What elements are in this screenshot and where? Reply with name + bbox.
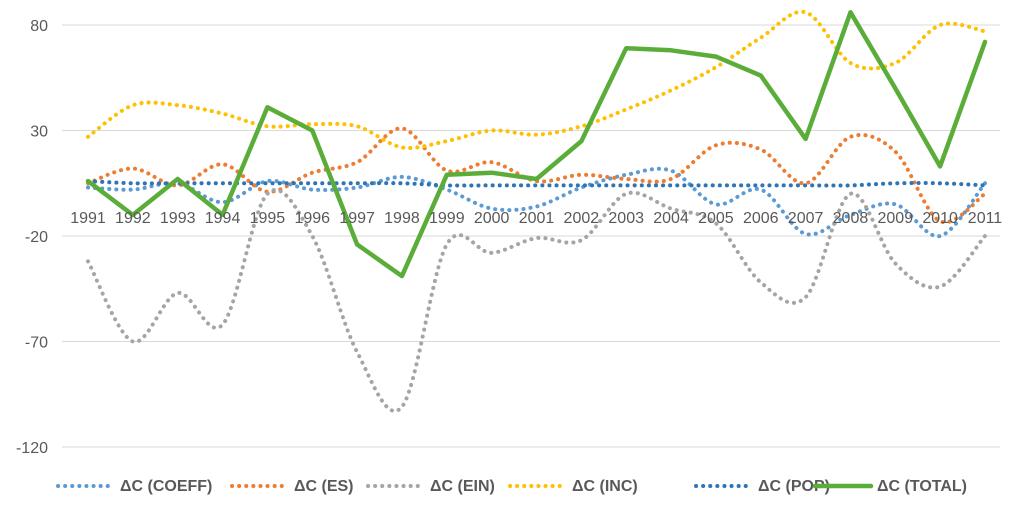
x-tick-label: 1991 [70, 210, 106, 227]
y-tick-label: -20 [25, 229, 48, 246]
x-tick-label: 2010 [922, 210, 958, 227]
gridlines [62, 24, 1000, 448]
x-tick-label: 1992 [115, 210, 151, 227]
legend: ΔC (COEFF) ΔC (ES) ΔC (EIN) ΔC (INC) ΔC (POP… [56, 478, 967, 495]
x-tick-label: 2007 [788, 210, 824, 227]
series-lines [85, 9, 988, 413]
x-tick-label: 1996 [294, 210, 330, 227]
legend-label: ΔC (INC) [572, 478, 638, 495]
legend-label: ΔC (TOTAL) [877, 478, 967, 495]
x-tick-label: 2006 [743, 210, 779, 227]
series-line-2 [86, 187, 987, 413]
legend-label: ΔC (ES) [294, 478, 354, 495]
x-tick-label: 2008 [833, 210, 869, 227]
series-line-3 [86, 9, 987, 150]
x-axis-ticks: 1991 1992 1993 1994 1995 1996 1997 1998 1999 2000… [70, 210, 1002, 227]
y-tick-label: 80 [30, 18, 48, 35]
series-line-0 [86, 166, 987, 239]
x-tick-label: 1997 [339, 210, 375, 227]
x-tick-label: 1999 [429, 210, 465, 227]
x-tick-label: 2009 [878, 210, 914, 227]
x-tick-label: 1995 [250, 210, 286, 227]
x-tick-label: 1994 [205, 210, 241, 227]
x-tick-label: 2003 [608, 210, 644, 227]
series-line-5 [85, 10, 988, 279]
y-tick-label: -70 [25, 335, 48, 352]
legend-label: ΔC (POP) [758, 478, 830, 495]
x-tick-label: 2000 [474, 210, 510, 227]
x-tick-label: 2004 [653, 210, 689, 227]
y-tick-label: -120 [16, 440, 48, 457]
x-tick-label: 2005 [698, 210, 734, 227]
legend-label: ΔC (COEFF) [120, 478, 212, 495]
x-tick-label: 2001 [519, 210, 555, 227]
legend-label: ΔC (EIN) [430, 478, 495, 495]
y-tick-label: 30 [30, 124, 48, 141]
x-tick-label: 2011 [968, 210, 1003, 227]
x-tick-label: 1998 [384, 210, 420, 227]
y-axis-ticks: 80 30 -20 -70 -120 [16, 18, 48, 457]
x-tick-label: 2002 [564, 210, 600, 227]
x-tick-label: 1993 [160, 210, 196, 227]
series-line-1 [86, 126, 987, 225]
